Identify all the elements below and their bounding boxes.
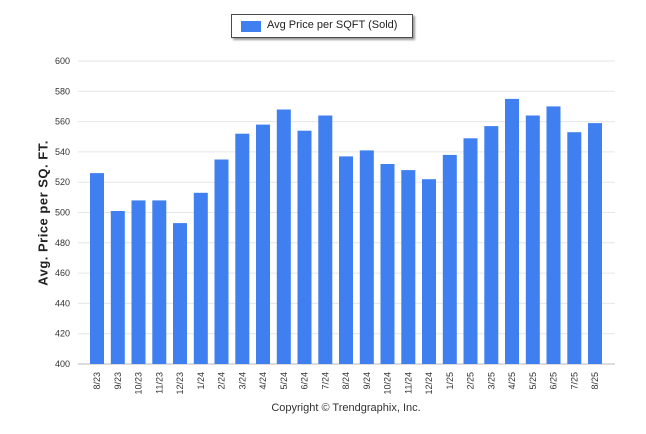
x-tick-label: 1/24 [196,372,206,390]
bar-2/24[interactable] [214,159,229,365]
y-tick-label: 580 [55,86,70,96]
x-tick-label: 2/24 [217,372,227,390]
bar-5/25[interactable] [525,115,540,365]
bar-12/24[interactable] [422,179,436,364]
bar-8/23[interactable] [90,173,104,364]
bar-11/23[interactable] [152,200,167,364]
bar-2/25[interactable] [463,138,478,364]
bar-10/24[interactable] [380,164,395,364]
bar-1/24[interactable] [193,192,208,364]
x-tick-label: 4/25 [507,372,517,390]
bar-1/25[interactable] [442,154,457,364]
bar-6/24[interactable] [297,130,312,364]
x-tick-label: 8/23 [92,372,102,390]
x-tick-label: 6/24 [300,372,310,390]
x-tick-label: 3/24 [237,372,247,390]
bar-8/25[interactable] [588,123,602,364]
bar-11/24[interactable] [401,170,416,364]
x-tick-label: 10/23 [134,372,144,395]
x-tick-label: 11/23 [154,372,164,394]
y-axis-label: Avg. Price per SQ. FT. [35,140,51,286]
legend-swatch [241,21,261,32]
bar-6/25[interactable] [546,106,561,365]
bar-10/23[interactable] [131,200,146,364]
x-tick-label: 7/25 [569,372,579,390]
bar-4/25[interactable] [505,98,519,365]
y-tick-label: 440 [55,298,70,308]
y-tick-label: 420 [55,329,70,339]
bar-3/24[interactable] [235,133,250,364]
x-tick-label: 3/25 [486,372,496,390]
bar-8/24[interactable] [339,156,353,364]
x-tick-label: 8/25 [590,372,600,390]
x-tick-label: 10/24 [383,372,393,395]
legend-label: Avg Price per SQFT (Sold) [267,19,398,31]
x-tick-labels: 8/23 9/23 10/23 11/23 12/23 1/24 2/24 3/24 4/24 5… [92,372,600,395]
x-tick-label: 9/23 [113,372,123,390]
x-tick-label: 2/25 [466,372,476,390]
x-tick-label: 8/24 [341,372,351,390]
y-tick-label: 460 [55,268,70,278]
y-tick-label: 560 [55,117,70,127]
bar-9/24[interactable] [359,150,374,364]
y-tick-label: 540 [55,147,70,157]
copyright-text: Copyright © Trendgraphix, Inc. [271,402,421,414]
x-tick-label: 6/25 [549,372,559,390]
bar-12/23[interactable] [173,223,187,364]
x-tick-label: 12/24 [424,372,434,395]
bar-3/25[interactable] [484,126,499,364]
bar-9/23[interactable] [110,211,125,364]
x-tick-label: 4/24 [258,372,268,390]
x-tick-label: 5/24 [279,372,289,390]
x-tick-label: 5/25 [528,372,538,390]
y-tick-label: 480 [55,238,70,248]
bar-7/25[interactable] [567,132,582,364]
bar-7/24[interactable] [318,115,333,365]
y-tick-labels: 400 420 440 460 480 500 520 540 560 580 600 [55,56,70,369]
bar-5/24[interactable] [276,109,291,365]
y-tick-label: 600 [55,56,70,66]
x-tick-label: 7/24 [320,372,330,390]
x-tick-label: 9/24 [362,372,372,390]
x-tick-label: 12/23 [175,372,185,395]
bars-group [90,98,602,365]
bar-4/24[interactable] [256,124,270,364]
legend[interactable]: Avg Price per SQFT (Sold) [231,14,413,38]
x-tick-label: 11/24 [403,372,413,394]
x-tick-label: 1/25 [445,372,455,390]
y-tick-label: 520 [55,177,70,187]
y-tick-label: 500 [55,208,70,218]
y-tick-label: 400 [55,359,70,369]
